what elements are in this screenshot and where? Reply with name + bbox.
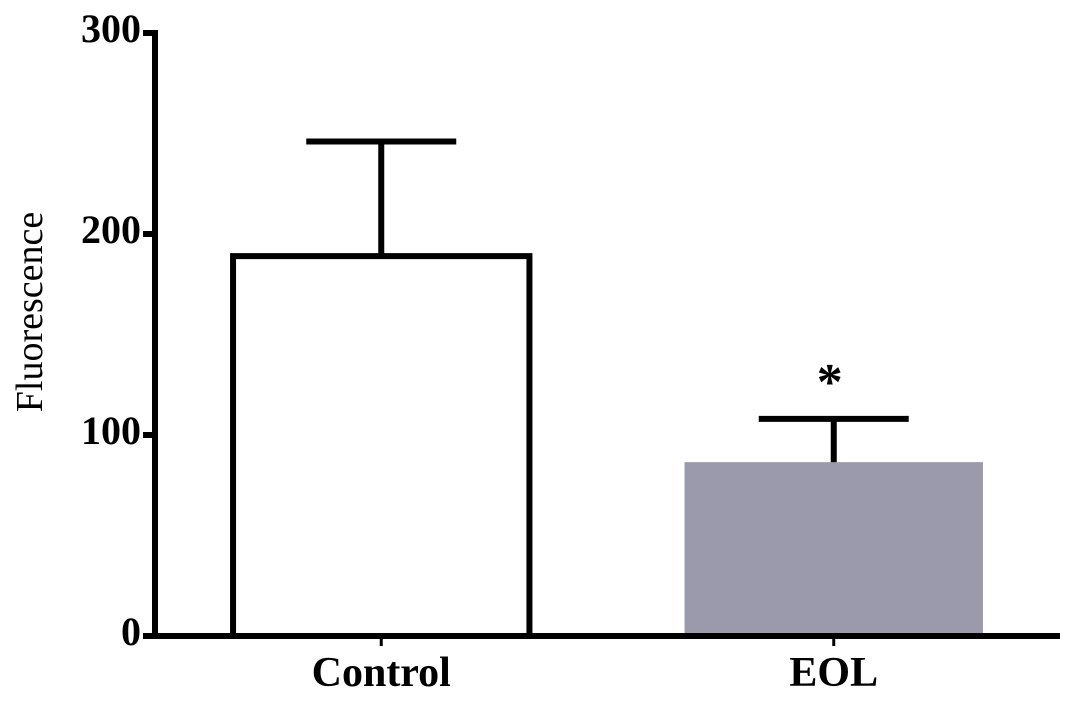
y-tick-label: 100	[81, 408, 141, 453]
bar	[230, 253, 533, 639]
bar	[684, 462, 983, 638]
x-tick-label: Control	[312, 650, 451, 696]
y-tick-label: 300	[81, 6, 141, 51]
x-tick-label: EOL	[789, 650, 878, 696]
y-tick-label: 0	[121, 609, 141, 654]
y-axis-label: Fluorescence	[9, 212, 51, 412]
annotation: *	[817, 354, 843, 411]
y-tick-label: 200	[81, 207, 141, 252]
